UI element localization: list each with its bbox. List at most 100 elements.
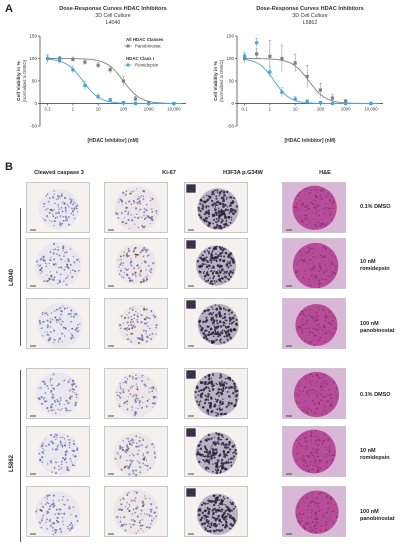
cell-nucleus	[211, 320, 213, 322]
panel-a-letter: A	[5, 3, 13, 15]
cell-nucleus	[217, 442, 220, 445]
cell-nucleus	[68, 441, 71, 444]
cell-nucleus	[119, 396, 122, 399]
cell-nucleus	[199, 444, 202, 446]
cell-nucleus	[223, 455, 227, 458]
cell-nucleus	[319, 336, 322, 339]
cell-nucleus	[75, 393, 78, 396]
cell-nucleus	[50, 440, 53, 443]
row-label-l5862-panobinostat: 100 nM panobinostat	[360, 509, 395, 522]
cell-nucleus	[56, 385, 58, 387]
cell-nucleus	[55, 519, 58, 522]
cell-nucleus	[77, 258, 79, 260]
cell-nucleus	[63, 202, 66, 205]
cell-nucleus	[217, 413, 219, 416]
cell-nucleus	[131, 513, 134, 515]
cell-nucleus	[304, 406, 307, 408]
cell-nucleus	[141, 374, 144, 377]
cell-nucleus	[223, 255, 226, 258]
cell-nucleus	[297, 194, 299, 197]
cell-nucleus	[305, 410, 307, 412]
cell-nucleus	[53, 220, 56, 223]
cell-nucleus	[47, 387, 50, 390]
cell-nucleus	[42, 320, 45, 324]
cell-nucleus	[331, 315, 334, 318]
cell-nucleus	[151, 219, 154, 222]
cell-nucleus	[140, 407, 143, 409]
cell-nucleus	[50, 220, 53, 223]
cell-nucleus	[123, 217, 126, 219]
cell-nucleus	[210, 196, 212, 198]
cell-nucleus	[64, 266, 67, 268]
cell-nucleus	[220, 467, 224, 470]
cell-nucleus	[330, 443, 332, 445]
cell-nucleus	[72, 214, 74, 216]
cell-nucleus	[211, 203, 215, 207]
cell-nucleus	[301, 497, 303, 499]
cell-nucleus	[139, 519, 142, 522]
cell-nucleus	[140, 314, 143, 317]
cell-nucleus	[230, 312, 232, 314]
cell-nucleus	[148, 270, 150, 272]
cell-nucleus	[76, 447, 79, 450]
cell-nucleus	[142, 280, 144, 283]
cell-nucleus	[147, 254, 150, 257]
cell-nucleus	[226, 460, 228, 463]
cell-nucleus	[325, 269, 328, 272]
cell-nucleus	[124, 523, 126, 525]
cell-nucleus	[195, 452, 199, 456]
cell-nucleus	[309, 461, 312, 464]
cell-nucleus	[211, 267, 213, 269]
cell-nucleus	[201, 406, 204, 409]
cell-nucleus	[61, 332, 64, 335]
cell-nucleus	[328, 388, 331, 391]
cell-nucleus	[130, 333, 132, 335]
cell-nucleus	[314, 221, 317, 223]
cell-nucleus	[41, 456, 44, 459]
cell-nucleus	[137, 407, 139, 409]
cell-nucleus	[134, 500, 136, 502]
cell-nucleus	[65, 277, 68, 279]
cell-nucleus	[322, 515, 325, 518]
cell-nucleus	[206, 249, 209, 252]
cell-nucleus	[230, 461, 233, 464]
cell-nucleus	[198, 320, 201, 324]
cell-nucleus	[330, 396, 332, 399]
cell-nucleus	[72, 388, 75, 391]
cell-nucleus	[228, 448, 232, 451]
cell-nucleus	[51, 378, 53, 380]
cell-nucleus	[309, 530, 312, 533]
cell-nucleus	[116, 452, 119, 454]
cell-nucleus	[327, 194, 329, 196]
cell-nucleus	[235, 393, 239, 397]
cell-nucleus	[53, 504, 56, 507]
tissue-section	[113, 489, 159, 535]
cell-nucleus	[73, 440, 75, 442]
cell-nucleus	[296, 271, 298, 274]
cell-nucleus	[213, 404, 217, 408]
cell-nucleus	[204, 466, 208, 469]
cell-nucleus	[142, 524, 144, 527]
cell-nucleus	[221, 219, 224, 223]
cell-nucleus	[71, 395, 73, 397]
cell-nucleus	[134, 216, 136, 219]
cell-nucleus	[304, 188, 307, 191]
cell-nucleus	[53, 310, 56, 312]
cell-nucleus	[302, 525, 305, 528]
cell-nucleus	[223, 194, 226, 197]
cell-nucleus	[58, 221, 61, 223]
cell-nucleus	[309, 274, 312, 277]
cell-nucleus	[326, 216, 328, 218]
cell-nucleus	[58, 317, 61, 319]
cell-nucleus	[304, 270, 306, 272]
cell-nucleus	[312, 497, 314, 499]
cell-nucleus	[70, 514, 72, 516]
cell-nucleus	[73, 201, 75, 203]
cell-nucleus	[139, 465, 142, 469]
cell-nucleus	[217, 436, 220, 440]
cell-nucleus	[304, 399, 307, 402]
cell-nucleus	[321, 413, 323, 416]
histology-tile-h3f3a	[184, 298, 248, 349]
cell-nucleus	[62, 215, 64, 218]
cell-nucleus	[122, 440, 124, 442]
